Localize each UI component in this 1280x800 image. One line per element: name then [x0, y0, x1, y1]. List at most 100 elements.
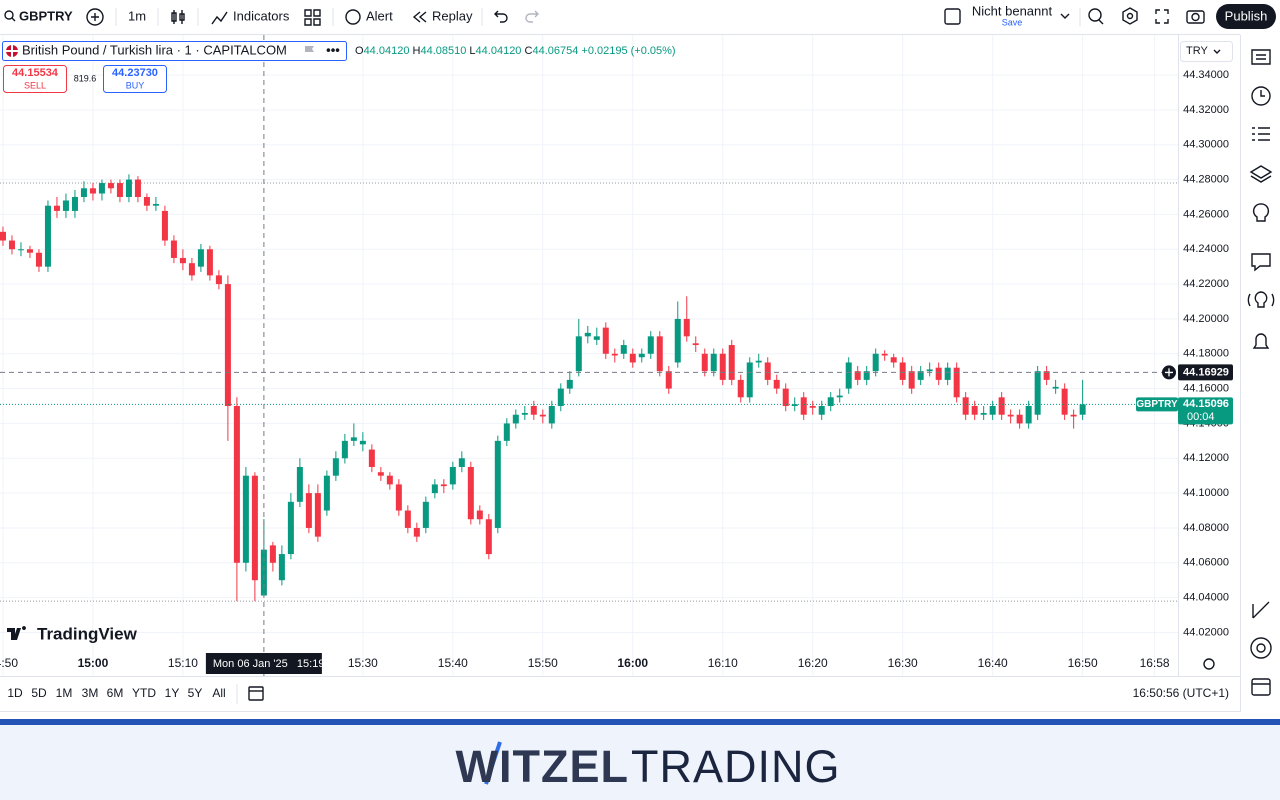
- candle-body: [467, 466, 474, 520]
- alert[interactable]: Alert: [366, 8, 393, 23]
- candle-body: [413, 527, 420, 537]
- y-tick-label: 44.16000: [1183, 383, 1229, 395]
- quick-search[interactable]: [1088, 8, 1102, 22]
- candle-body: [971, 406, 978, 415]
- streams[interactable]: [1247, 291, 1275, 308]
- candle-body: [800, 397, 807, 415]
- candle-body: [89, 188, 96, 194]
- candle-body: [233, 406, 240, 563]
- layouts[interactable]: [304, 9, 321, 26]
- range-button[interactable]: 1D: [7, 686, 23, 700]
- add-symbol[interactable]: [86, 8, 104, 26]
- candle-body: [404, 510, 411, 528]
- settings[interactable]: [1122, 7, 1138, 25]
- layout-save[interactable]: Save: [1002, 17, 1023, 27]
- replay-icon[interactable]: [412, 11, 427, 23]
- buy-price[interactable]: 44.23730: [112, 67, 158, 79]
- layers[interactable]: [1249, 165, 1273, 183]
- candle-body: [287, 501, 294, 555]
- candle-body: [431, 484, 438, 494]
- candle-body: [647, 336, 654, 354]
- layout-checkbox[interactable]: [944, 8, 961, 25]
- calendar[interactable]: [1251, 678, 1271, 696]
- sell-price[interactable]: 44.15534: [12, 67, 59, 79]
- interval[interactable]: 1m: [128, 8, 146, 23]
- alerts[interactable]: [1251, 86, 1271, 106]
- search-icon[interactable]: [4, 10, 14, 20]
- layout-name[interactable]: Nicht benannt: [972, 3, 1053, 18]
- undo[interactable]: [494, 10, 508, 23]
- currency-box[interactable]: [1180, 41, 1233, 62]
- publish-button[interactable]: [1216, 4, 1276, 29]
- candle-body: [71, 196, 78, 211]
- layout-menu[interactable]: [1060, 13, 1070, 19]
- fullscreen[interactable]: [1155, 9, 1169, 24]
- candle-body: [341, 440, 348, 459]
- watermark: TradingView: [37, 624, 138, 643]
- indicators-icon[interactable]: [211, 11, 228, 25]
- x-tick-label: 15:40: [438, 656, 468, 670]
- candle-body: [197, 249, 204, 267]
- range-button[interactable]: YTD: [132, 686, 156, 700]
- range-button[interactable]: 6M: [107, 686, 124, 700]
- legend-box[interactable]: [2, 41, 347, 61]
- countdown: 00:04: [1187, 411, 1215, 423]
- drawing[interactable]: [1252, 601, 1270, 619]
- range-button[interactable]: All: [212, 686, 225, 700]
- candle-body: [683, 318, 690, 337]
- candle-body: [170, 240, 177, 258]
- range-button[interactable]: 5Y: [188, 686, 203, 700]
- range-button[interactable]: 1Y: [165, 686, 180, 700]
- candle-body: [638, 353, 645, 358]
- chart-type[interactable]: [171, 10, 185, 24]
- watchlist[interactable]: [1251, 49, 1271, 65]
- axis-settings[interactable]: [1203, 658, 1215, 670]
- more[interactable]: •••: [326, 42, 340, 57]
- x-tick-label: 16:00: [617, 656, 648, 670]
- candle-body: [665, 371, 672, 389]
- indicators[interactable]: Indicators: [233, 8, 290, 23]
- range-button[interactable]: 3M: [82, 686, 99, 700]
- buy-button[interactable]: [103, 65, 167, 93]
- candle-body: [953, 367, 960, 398]
- chat[interactable]: [1251, 253, 1271, 272]
- clock[interactable]: 16:50:56 (UTC+1): [1133, 686, 1229, 700]
- candle-body: [935, 367, 942, 380]
- candle-body: [332, 458, 339, 476]
- alert-icon[interactable]: [345, 9, 361, 25]
- quick-search: [1098, 19, 1104, 25]
- replay[interactable]: Replay: [432, 8, 473, 23]
- notifications[interactable]: [1252, 333, 1270, 349]
- candle-body: [458, 458, 465, 467]
- list[interactable]: [1252, 127, 1270, 141]
- candle-body: [98, 183, 105, 194]
- currency[interactable]: TRY: [1186, 45, 1208, 57]
- sell-label[interactable]: SELL: [24, 80, 46, 90]
- range-button[interactable]: 5D: [31, 686, 47, 700]
- candle-body: [863, 371, 870, 380]
- y-tick-label: 44.22000: [1183, 278, 1229, 290]
- ideas[interactable]: [1252, 203, 1270, 222]
- y-tick-label: 44.02000: [1183, 626, 1229, 638]
- symbol-tag: GBPTRY: [1136, 399, 1178, 410]
- range-button[interactable]: 1M: [56, 686, 73, 700]
- brand-band: [0, 725, 1280, 800]
- sell-button[interactable]: [3, 65, 67, 93]
- candle-body: [566, 379, 573, 389]
- ranges: 1D 5D 1M 3M 6M YTD 1Y 5Y All: [7, 686, 225, 700]
- goto-date[interactable]: [248, 686, 264, 701]
- candle-body: [764, 362, 771, 380]
- publish[interactable]: Publish: [1225, 8, 1268, 23]
- buy-label[interactable]: BUY: [126, 80, 145, 90]
- candle-body: [125, 179, 132, 197]
- candle-body: [296, 466, 303, 502]
- candle-body: [656, 336, 663, 372]
- crosshair-time: Mon 06 Jan '25 15:19: [213, 658, 325, 670]
- plot: [0, 35, 1178, 676]
- target[interactable]: [1250, 637, 1272, 659]
- candle-body: [1079, 404, 1086, 415]
- candle-body: [188, 263, 195, 276]
- snapshot[interactable]: [1186, 10, 1205, 24]
- symbol[interactable]: GBPTRY: [19, 8, 73, 23]
- redo[interactable]: [525, 10, 539, 23]
